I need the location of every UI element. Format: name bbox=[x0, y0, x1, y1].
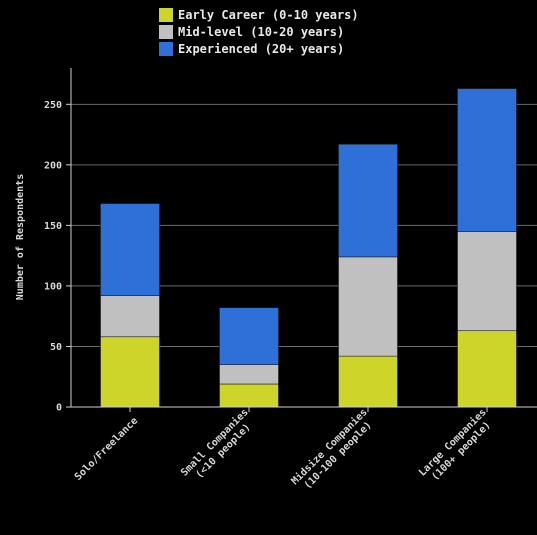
legend: Early Career (0-10 years) Mid-level (10-… bbox=[159, 6, 359, 57]
bar-segment bbox=[457, 88, 517, 232]
legend-swatch-experienced bbox=[159, 41, 173, 56]
bars bbox=[100, 88, 517, 408]
legend-label-experienced: Experienced (20+ years) bbox=[178, 41, 345, 56]
bar-segment bbox=[457, 330, 517, 408]
bar-segment bbox=[219, 383, 279, 408]
bar-segment bbox=[100, 295, 160, 338]
x-tick-label-line: Solo/Freelance bbox=[73, 415, 140, 482]
bar-segment bbox=[219, 307, 279, 365]
bar-segment bbox=[100, 203, 160, 296]
legend-label-early-career: Early Career (0-10 years) bbox=[178, 7, 359, 22]
legend-item-mid-level: Mid-level (10-20 years) bbox=[159, 23, 359, 40]
y-tick-label: 50 bbox=[50, 342, 62, 353]
y-tick-label: 150 bbox=[44, 221, 62, 232]
x-tick-label-line: Midsize Companies bbox=[289, 406, 370, 487]
legend-item-early-career: Early Career (0-10 years) bbox=[159, 6, 359, 23]
bar-segment bbox=[219, 364, 279, 385]
legend-item-experienced: Experienced (20+ years) bbox=[159, 40, 359, 57]
legend-swatch-early-career bbox=[159, 7, 173, 22]
y-axis-title: Number of Respondents bbox=[15, 174, 26, 300]
y-tick-label: 0 bbox=[56, 403, 62, 414]
axes bbox=[66, 68, 537, 412]
y-tick-label: 250 bbox=[44, 100, 62, 111]
x-tick-label: Large Companies(100+ people) bbox=[416, 406, 493, 483]
x-tick-label: Midsize Companies(10-100 people) bbox=[289, 406, 374, 491]
bar-segment bbox=[338, 256, 398, 357]
legend-swatch-mid-level bbox=[159, 24, 173, 39]
bar-segment bbox=[338, 143, 398, 258]
bar-segment bbox=[338, 355, 398, 408]
bar-segment bbox=[100, 336, 160, 408]
y-tick-label: 100 bbox=[44, 281, 62, 292]
legend-label-mid-level: Mid-level (10-20 years) bbox=[178, 24, 345, 39]
x-tick-label: Small Companies(<10 people) bbox=[178, 406, 252, 480]
y-tick-label: 200 bbox=[44, 160, 62, 171]
x-tick-label: Solo/Freelance bbox=[73, 415, 140, 482]
bar-segment bbox=[457, 231, 517, 332]
